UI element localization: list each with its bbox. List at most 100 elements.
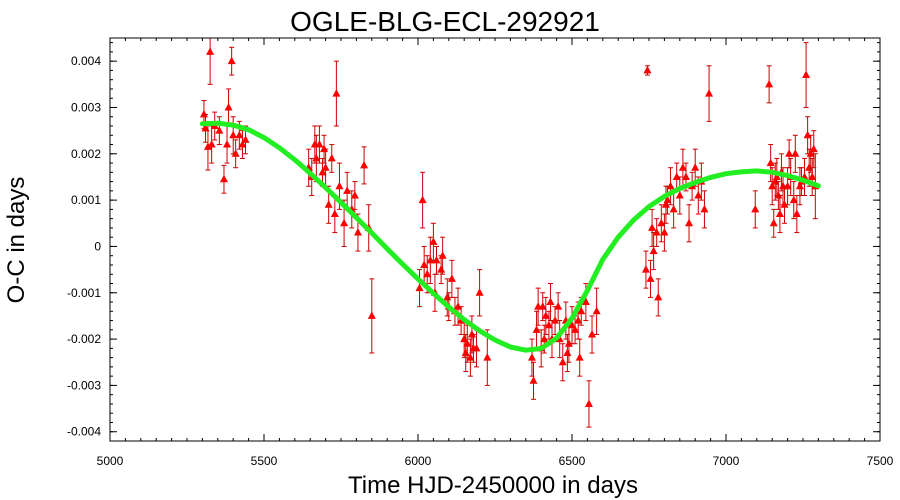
triangle-marker bbox=[215, 126, 224, 134]
triangle-marker bbox=[423, 269, 432, 278]
x-tick-label: 7500 bbox=[867, 454, 894, 468]
y-tick-labels: 0.004 0.003 0.002 0.001 0 -0.001 -0.002 -0.003 -… bbox=[67, 54, 101, 439]
x-tick-label: 6500 bbox=[559, 454, 586, 468]
triangle-marker bbox=[203, 142, 212, 150]
data-point bbox=[315, 125, 324, 164]
data-point bbox=[541, 296, 550, 335]
triangle-marker bbox=[538, 302, 547, 310]
data-point bbox=[575, 338, 584, 377]
triangle-marker bbox=[551, 316, 560, 324]
triangle-marker bbox=[581, 297, 590, 306]
triangle-marker bbox=[564, 339, 573, 347]
data-point bbox=[527, 338, 536, 377]
triangle-marker bbox=[467, 329, 476, 338]
triangle-marker bbox=[332, 89, 341, 97]
triangle-marker bbox=[335, 181, 344, 190]
data-point bbox=[483, 329, 492, 386]
triangle-marker bbox=[367, 311, 376, 319]
triangle-marker bbox=[641, 265, 650, 273]
triangle-marker bbox=[229, 130, 238, 139]
triangle-marker bbox=[224, 102, 233, 111]
triangle-marker bbox=[360, 160, 369, 169]
triangle-marker bbox=[432, 255, 441, 264]
triangle-marker bbox=[324, 200, 333, 208]
x-tick-label: 7000 bbox=[713, 454, 740, 468]
triangle-marker bbox=[669, 204, 678, 213]
data-point bbox=[219, 164, 228, 194]
data-point bbox=[785, 139, 794, 169]
triangle-marker bbox=[648, 223, 657, 231]
x-tick-label: 5000 bbox=[97, 454, 124, 468]
triangle-marker bbox=[751, 204, 760, 213]
triangle-marker bbox=[527, 353, 536, 361]
data-point bbox=[789, 181, 798, 220]
triangle-marker bbox=[340, 218, 349, 227]
triangle-marker bbox=[219, 174, 228, 183]
triangle-marker bbox=[454, 302, 463, 310]
data-point bbox=[538, 292, 547, 322]
triangle-marker bbox=[546, 297, 555, 306]
triangle-marker bbox=[652, 228, 661, 236]
data-point bbox=[432, 245, 441, 275]
data-point bbox=[327, 144, 336, 173]
data-point bbox=[766, 144, 775, 183]
data-point bbox=[592, 287, 601, 335]
data-point bbox=[685, 204, 694, 243]
data-point bbox=[332, 60, 341, 127]
data-point bbox=[558, 343, 567, 382]
data-point bbox=[791, 134, 800, 173]
x-tick-label: 6000 bbox=[405, 454, 432, 468]
axis-ticks bbox=[109, 38, 881, 441]
triangle-marker bbox=[681, 172, 690, 180]
triangle-marker bbox=[685, 218, 694, 227]
data-point bbox=[666, 167, 675, 206]
triangle-marker bbox=[420, 260, 429, 268]
triangle-marker bbox=[415, 283, 424, 292]
y-tick-label: -0.003 bbox=[67, 378, 101, 392]
triangle-marker bbox=[571, 325, 580, 333]
triangle-marker bbox=[544, 320, 553, 329]
triangle-marker bbox=[350, 190, 359, 199]
data-point bbox=[438, 236, 447, 275]
data-point bbox=[207, 125, 216, 164]
triangle-marker bbox=[588, 329, 597, 338]
plot-frame bbox=[109, 37, 881, 442]
triangle-marker bbox=[529, 376, 538, 384]
triangle-marker bbox=[791, 149, 800, 157]
triangle-marker bbox=[568, 320, 576, 329]
data-point bbox=[808, 157, 817, 196]
triangle-marker bbox=[675, 190, 684, 199]
triangle-marker bbox=[475, 288, 484, 296]
data-point bbox=[751, 190, 760, 229]
data-point bbox=[657, 204, 666, 243]
triangle-marker bbox=[780, 200, 789, 208]
data-point bbox=[475, 269, 484, 317]
triangle-marker bbox=[532, 325, 541, 333]
triangle-marker bbox=[775, 209, 784, 218]
data-point bbox=[418, 171, 427, 229]
triangle-marker bbox=[443, 292, 452, 301]
triangle-marker bbox=[654, 292, 663, 301]
triangle-marker bbox=[343, 186, 352, 194]
plot-area bbox=[199, 38, 821, 428]
data-point bbox=[643, 65, 652, 76]
data-point bbox=[663, 185, 672, 215]
triangle-marker bbox=[330, 209, 339, 218]
triangle-marker bbox=[540, 334, 549, 343]
x-tick-label: 5500 bbox=[251, 454, 278, 468]
data-point bbox=[765, 65, 774, 104]
data-point bbox=[654, 278, 663, 317]
y-tick-label: 0 bbox=[94, 239, 101, 253]
triangle-marker bbox=[558, 357, 567, 366]
triangle-marker bbox=[466, 353, 475, 361]
data-point bbox=[223, 125, 232, 164]
triangle-marker bbox=[803, 130, 812, 139]
data-point bbox=[800, 157, 809, 196]
data-point bbox=[463, 324, 472, 363]
triangle-marker bbox=[809, 144, 818, 153]
y-tick-label: 0.003 bbox=[71, 100, 101, 114]
triangle-marker bbox=[806, 149, 815, 157]
triangle-marker bbox=[554, 302, 563, 310]
triangle-marker bbox=[769, 218, 778, 227]
data-point bbox=[588, 315, 597, 354]
